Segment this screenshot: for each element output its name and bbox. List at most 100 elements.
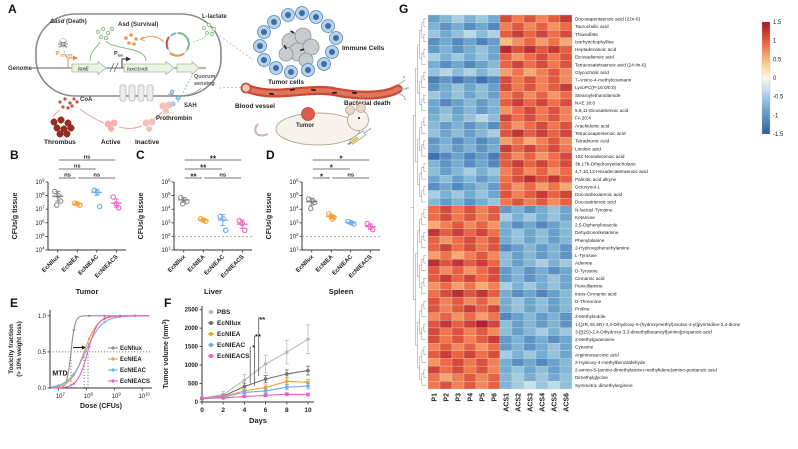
heatmap-cell [475, 220, 489, 229]
heatmap-cell [463, 228, 477, 237]
quorum-sensing-label1: Quorum [194, 74, 215, 80]
heatmap-cell [439, 136, 453, 145]
asd-protein-dots [124, 33, 138, 46]
data-point [306, 392, 310, 397]
heatmap-cell [427, 22, 441, 31]
heatmap-cell [559, 320, 573, 329]
heatmap-cell [427, 320, 441, 329]
heatmap-cell [523, 53, 537, 61]
colorbar-tick-label: 1 [773, 39, 777, 45]
heatmap-cell [427, 91, 441, 100]
heatmap-cell [427, 198, 441, 206]
significance-label: ns [74, 164, 81, 170]
heatmap-cell [511, 60, 525, 69]
heatmap-cell [487, 167, 501, 176]
heatmap-cell [535, 327, 549, 336]
heatmap-cell [451, 136, 465, 145]
heatmap-cell [559, 213, 573, 222]
heatmap-cell [475, 182, 489, 191]
y-tick-label: 105 [289, 191, 299, 200]
heatmap-cell [559, 83, 573, 92]
heatmap-cell [511, 228, 525, 237]
heatmap-cell [511, 190, 525, 199]
heatmap-cell [487, 312, 501, 321]
heatmap-cell [535, 236, 549, 245]
heatmap-cell [487, 228, 501, 237]
significance-label: ns [64, 173, 71, 179]
heatmap-cell [559, 152, 573, 161]
heatmap-cell [463, 373, 477, 382]
heatmap-cell [523, 60, 537, 69]
heatmap-cell [451, 37, 465, 46]
data-point [285, 379, 289, 384]
heatmap-cell [499, 236, 513, 245]
heatmap-cell [487, 213, 501, 222]
heatmap-cell [511, 327, 525, 336]
heatmap-cell [499, 281, 513, 290]
significance-label: ** [210, 155, 217, 164]
heatmap-cell [523, 236, 537, 245]
heatmap-cell [511, 129, 525, 138]
heatmap-cell [427, 312, 441, 321]
heatmap-cell [487, 30, 501, 39]
heatmap-cell [547, 83, 561, 92]
heatmap-cell [451, 365, 465, 374]
heatmap-row-labels: Docosapentaenoic acid (22n-6) Taurocholic… [575, 16, 741, 387]
mouse-tumor-label: Tumor [296, 123, 315, 129]
heatmap-cell [439, 175, 453, 184]
heatmap-cell [535, 30, 549, 39]
heatmap-cell [451, 159, 465, 168]
heatmap-cell [439, 297, 453, 306]
heatmap-cell [463, 83, 477, 92]
heatmap-cell [523, 251, 537, 260]
heatmap-cell [511, 106, 525, 115]
heatmap-cell [451, 343, 465, 351]
heatmap-cell [475, 327, 489, 336]
heatmap-cell [547, 205, 561, 214]
heatmap-cell [559, 190, 573, 199]
heatmap-cell [559, 129, 573, 138]
heatmap-column-label: P1 [432, 393, 439, 402]
heatmap-cell [463, 220, 477, 229]
heatmap-row-label: Arachidonic acid [575, 123, 610, 128]
tissue-label: Tumor [76, 287, 99, 296]
heatmap-cell [475, 251, 489, 260]
heatmap-cell [523, 91, 537, 100]
x-group-label: EcNllux [295, 254, 315, 274]
heatmap-cell [487, 14, 501, 23]
heatmap-cell [511, 266, 525, 275]
heatmap-cell [499, 45, 513, 54]
heatmap-cell [499, 373, 513, 382]
heatmap-cell [439, 205, 453, 214]
heatmap-cell [463, 159, 477, 168]
heatmap-cells [427, 14, 573, 390]
y-tick-label: 102 [161, 232, 171, 241]
heatmap-cell [559, 289, 573, 298]
heatmap-cell [547, 373, 561, 382]
heatmap-cell [487, 335, 501, 344]
heatmap-cell [463, 289, 477, 298]
heatmap-cell [523, 30, 537, 39]
heatmap-cell [547, 365, 561, 374]
heatmap-cell [547, 213, 561, 222]
significance-label: ** [259, 315, 265, 324]
heatmap-cell [463, 274, 477, 283]
heatmap-cell [499, 259, 513, 268]
heatmap-colorbar [761, 21, 771, 135]
heatmap-cell [439, 121, 453, 130]
heatmap-cell [535, 136, 549, 145]
heatmap-cell [439, 91, 453, 100]
heatmap-cell [463, 243, 477, 252]
heatmap-cell [439, 37, 453, 46]
heatmap-cell [499, 75, 513, 84]
heatmap-cell [547, 182, 561, 191]
heatmap-cell [487, 159, 501, 168]
significance-label: ** [190, 173, 197, 182]
heatmap-cell [535, 259, 549, 268]
heatmap-cell [523, 365, 537, 374]
heatmap-cell [451, 381, 465, 390]
heatmap-row-label: Tetracosapentenoic acid [575, 131, 626, 136]
heatmap-cell [451, 251, 465, 260]
heatmap-cell [487, 136, 501, 145]
heatmap-cell [451, 259, 465, 268]
